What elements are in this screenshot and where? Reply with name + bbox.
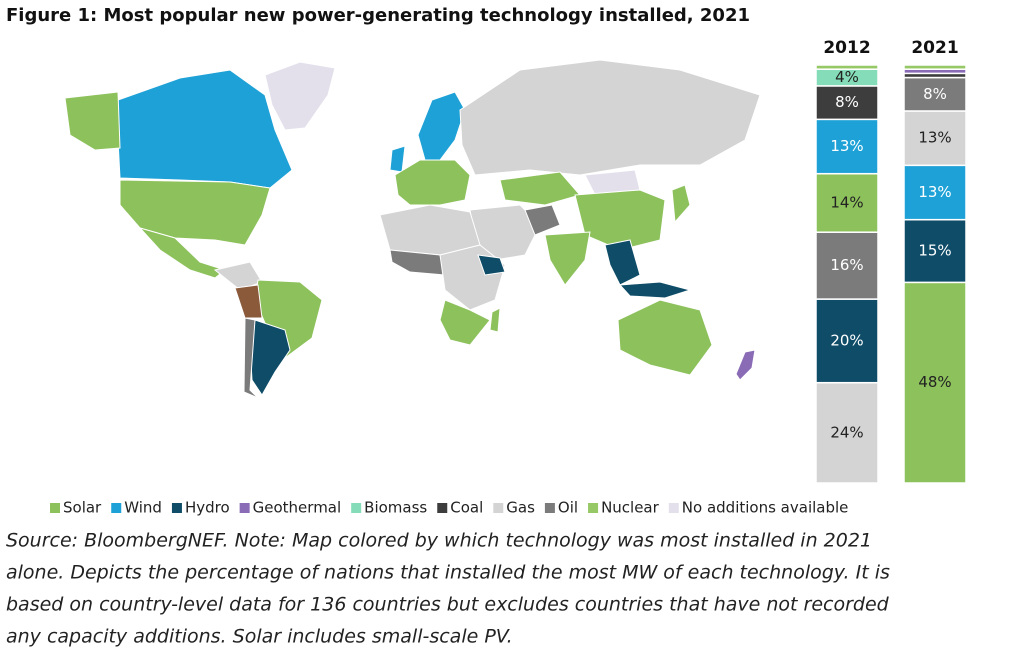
- usa: [119, 179, 271, 246]
- bar-segment: [815, 381, 879, 484]
- segment-label: 14%: [830, 193, 863, 211]
- bar-segment: [815, 64, 879, 70]
- legend-swatch: [493, 503, 504, 513]
- segment-label: 4%: [835, 68, 859, 86]
- europe: [394, 159, 471, 206]
- bar-segment: [903, 64, 967, 70]
- bar-year-label: 2012: [823, 38, 870, 58]
- segment-label: 15%: [918, 242, 951, 260]
- canada: [117, 69, 293, 189]
- peru: [234, 284, 263, 319]
- afghanistan: [524, 204, 561, 236]
- legend-label: Hydro: [185, 499, 230, 517]
- indonesia: [618, 281, 692, 299]
- bar-segment: [903, 281, 967, 484]
- greenland: [264, 61, 336, 131]
- west-africa: [389, 249, 446, 276]
- bar-segment: [903, 164, 967, 221]
- legend-label: Wind: [124, 499, 162, 517]
- segment-label: 13%: [918, 129, 951, 147]
- source-note: based on country-level data for 136 coun…: [6, 594, 890, 616]
- southern-africa: [439, 299, 491, 346]
- india: [544, 231, 591, 286]
- legend-swatch: [668, 503, 679, 513]
- legend-label: Biomass: [364, 499, 427, 517]
- segment-label: 48%: [918, 373, 951, 391]
- source-note: any capacity additions. Solar includes s…: [6, 626, 513, 648]
- legend-swatch: [544, 503, 555, 513]
- legend-label: No additions available: [682, 499, 849, 517]
- legend-label: Solar: [63, 499, 102, 517]
- legend-label: Coal: [450, 499, 483, 517]
- legend-label: Nuclear: [601, 499, 660, 517]
- legend-swatch: [351, 503, 362, 513]
- legend-label: Oil: [558, 499, 578, 517]
- bar-segment: [815, 231, 879, 300]
- chart-title: Figure 1: Most popular new power-generat…: [6, 5, 750, 26]
- legend-swatch: [437, 503, 448, 513]
- russia: [459, 59, 761, 176]
- world-map: [64, 59, 761, 399]
- uk: [389, 145, 406, 173]
- legend-swatch: [588, 503, 599, 513]
- source-note: alone. Depicts the percentage of nations…: [6, 562, 890, 584]
- alaska: [64, 91, 121, 151]
- legend-swatch: [171, 503, 182, 513]
- southeast-asia: [604, 239, 641, 286]
- segment-label: 8%: [835, 93, 859, 111]
- ethiopia: [477, 254, 506, 276]
- chile: [243, 317, 259, 399]
- legend-swatch: [50, 503, 60, 513]
- bar-segment: [815, 85, 879, 121]
- north-africa: [379, 204, 481, 256]
- segment-label: 8%: [923, 85, 947, 103]
- segment-label: 13%: [918, 183, 951, 201]
- segment-label: 20%: [830, 331, 863, 349]
- madagascar: [489, 307, 501, 333]
- bar-segment: [903, 218, 967, 284]
- australia: [617, 299, 713, 376]
- japan: [671, 184, 691, 224]
- kazakhstan: [499, 171, 581, 206]
- legend-label: Geothermal: [253, 499, 342, 517]
- segment-label: 24%: [830, 423, 863, 441]
- source-note: Source: BloombergNEF. Note: Map colored …: [6, 530, 872, 552]
- segment-label: 13%: [830, 137, 863, 155]
- bar-segment: [903, 110, 967, 167]
- bar-segment: [815, 172, 879, 233]
- legend-label: Gas: [506, 499, 535, 517]
- bar-year-label: 2021: [911, 38, 958, 58]
- legend-swatch: [111, 503, 122, 513]
- bar-segment: [903, 76, 967, 112]
- bar-segment: [815, 298, 879, 384]
- scandinavia: [417, 91, 466, 161]
- new-zealand: [735, 349, 756, 381]
- segment-label: 16%: [830, 256, 863, 274]
- argentina: [249, 319, 291, 396]
- legend-swatch: [239, 503, 250, 513]
